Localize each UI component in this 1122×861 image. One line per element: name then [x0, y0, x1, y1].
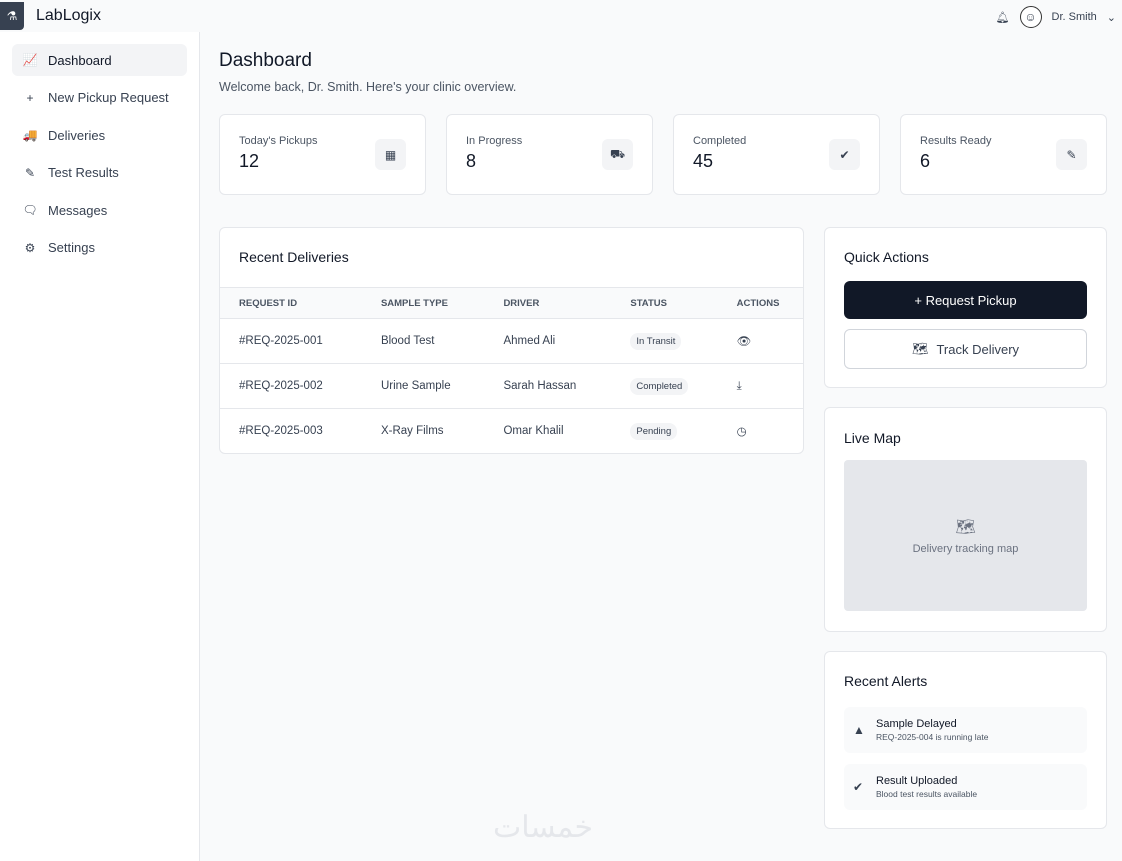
deliveries-table: REQUEST ID SAMPLE TYPE DRIVER STATUS ACT…	[220, 287, 803, 453]
stat-value: 12	[239, 151, 260, 171]
plus-icon: +	[26, 90, 34, 105]
stat-label: Today's Pickups	[239, 135, 318, 147]
stat-card-completed: Completed 45 ✔	[673, 114, 880, 195]
message-icon: 🗨	[22, 203, 38, 218]
avatar[interactable]: ☺	[1019, 6, 1042, 28]
app-name: LabLogix	[36, 7, 101, 24]
alert-title: Sample Delayed	[876, 718, 957, 730]
map-placeholder[interactable]: 🗺 Delivery tracking map	[844, 460, 1087, 611]
pen-icon: ✎	[1056, 139, 1087, 170]
alert-description: Blood test results available	[876, 789, 978, 799]
eye-icon[interactable]: 👁	[736, 336, 752, 348]
sidebar-item-label: Deliveries	[48, 127, 106, 143]
button-label: Track Delivery	[936, 341, 1020, 357]
stat-label: Results Ready	[920, 135, 992, 147]
sidebar-item-label: Dashboard	[48, 52, 112, 68]
warning-icon: ▲	[853, 723, 865, 737]
gear-icon: ⚙	[24, 240, 36, 255]
card-title: Recent Deliveries	[239, 249, 349, 265]
sidebar-item-settings[interactable]: ⚙ Settings	[12, 232, 187, 264]
driver: Omar Khalil	[484, 408, 612, 453]
calendar-icon: ▦	[375, 139, 406, 170]
stat-value: 8	[466, 151, 477, 171]
sidebar: 📈 Dashboard + New Pickup Request 🚚 Deliveri…	[0, 32, 200, 861]
top-bar: ⚗ LabLogix 🔔︎ ☺ Dr. Smith ⌄	[0, 0, 1122, 32]
sidebar-item-test-results[interactable]: ✎ Test Results	[12, 157, 187, 189]
pen-icon: ✎	[24, 165, 36, 180]
quick-actions-card: Quick Actions + Request Pickup 🗺 Track De…	[824, 227, 1107, 388]
request-id: #REQ-2025-002	[220, 363, 362, 409]
truck-icon: ⛟	[602, 139, 633, 170]
download-icon[interactable]: ⤓	[736, 379, 742, 392]
main-content: Dashboard Welcome back, Dr. Smith. Here'…	[219, 50, 1107, 195]
alert-item[interactable]: ▲ Sample Delayed REQ-2025-004 is running l…	[844, 707, 1087, 753]
card-title: Recent Alerts	[844, 673, 928, 689]
driver: Sarah Hassan	[484, 363, 612, 409]
card-title: Live Map	[844, 430, 901, 446]
bell-icon[interactable]: 🔔︎	[995, 11, 1010, 24]
page-subtitle: Welcome back, Dr. Smith. Here's your cli…	[219, 80, 517, 94]
sidebar-item-new-pickup-request[interactable]: + New Pickup Request	[12, 82, 187, 114]
chevron-down-icon[interactable]: ⌄	[1106, 11, 1116, 24]
stat-card-results-ready: Results Ready 6 ✎	[900, 114, 1107, 195]
page-title: Dashboard	[219, 50, 312, 71]
stat-label: In Progress	[466, 135, 523, 147]
sidebar-item-label: New Pickup Request	[48, 90, 169, 106]
table-row: #REQ-2025-003 X-Ray Films Omar Khalil Pendi…	[220, 408, 803, 453]
recent-deliveries-card: Recent Deliveries REQUEST ID SAMPLE TYPE…	[219, 227, 804, 454]
truck-icon: 🚚	[22, 128, 38, 143]
sidebar-item-dashboard[interactable]: 📈 Dashboard	[12, 44, 187, 76]
column-header: SAMPLE TYPE	[361, 287, 485, 319]
request-id: #REQ-2025-003	[220, 408, 362, 453]
status-badge: In Transit	[630, 333, 682, 350]
watermark: خمسات	[493, 811, 594, 844]
sample-type: X-Ray Films	[361, 408, 485, 453]
column-header: DRIVER	[484, 287, 612, 319]
request-pickup-button[interactable]: + Request Pickup	[844, 281, 1087, 319]
map-icon: 🗺	[911, 341, 929, 356]
sidebar-item-label: Test Results	[48, 165, 119, 181]
sidebar-item-label: Messages	[48, 202, 108, 218]
user-menu[interactable]: Dr. Smith	[1051, 11, 1097, 23]
check-circle-icon: ✔	[829, 139, 860, 170]
clock-icon[interactable]: ◷	[736, 426, 747, 439]
live-map-card: Live Map 🗺 Delivery tracking map	[824, 407, 1107, 632]
table-row: #REQ-2025-001 Blood Test Ahmed Ali In Trans…	[220, 318, 803, 364]
card-title: Quick Actions	[844, 249, 929, 265]
map-placeholder-text: Delivery tracking map	[912, 542, 1019, 555]
alert-item[interactable]: ✔ Result Uploaded Blood test results avail…	[844, 764, 1087, 810]
request-id: #REQ-2025-001	[220, 318, 362, 364]
alert-description: REQ-2025-004 is running late	[876, 732, 989, 742]
stat-card-in-progress: In Progress 8 ⛟	[446, 114, 653, 195]
stat-value: 45	[693, 151, 714, 171]
stat-value: 6	[920, 151, 931, 171]
check-circle-icon: ✔	[853, 780, 864, 794]
recent-alerts-card: Recent Alerts ▲ Sample Delayed REQ-2025-00…	[824, 651, 1107, 829]
stat-card-todays-pickups: Today's Pickups 12 ▦	[219, 114, 426, 195]
sidebar-item-label: Settings	[48, 240, 95, 256]
stat-label: Completed	[693, 135, 747, 147]
alert-title: Result Uploaded	[876, 775, 958, 787]
column-header: STATUS	[611, 287, 718, 319]
flask-logo-icon: ⚗	[0, 2, 24, 30]
sidebar-item-messages[interactable]: 🗨 Messages	[12, 194, 187, 226]
column-header: REQUEST ID	[220, 287, 362, 319]
table-row: #REQ-2025-002 Urine Sample Sarah Hassan Com…	[220, 363, 803, 409]
sample-type: Urine Sample	[361, 363, 485, 409]
map-icon: 🗺	[955, 518, 976, 536]
sidebar-item-deliveries[interactable]: 🚚 Deliveries	[12, 119, 187, 151]
status-badge: Completed	[630, 378, 689, 395]
chart-line-icon: 📈	[22, 53, 38, 67]
driver: Ahmed Ali	[484, 318, 612, 364]
track-delivery-button[interactable]: 🗺 Track Delivery	[844, 329, 1087, 369]
sample-type: Blood Test	[361, 318, 485, 364]
status-badge: Pending	[630, 423, 678, 441]
column-header: ACTIONS	[717, 287, 803, 319]
